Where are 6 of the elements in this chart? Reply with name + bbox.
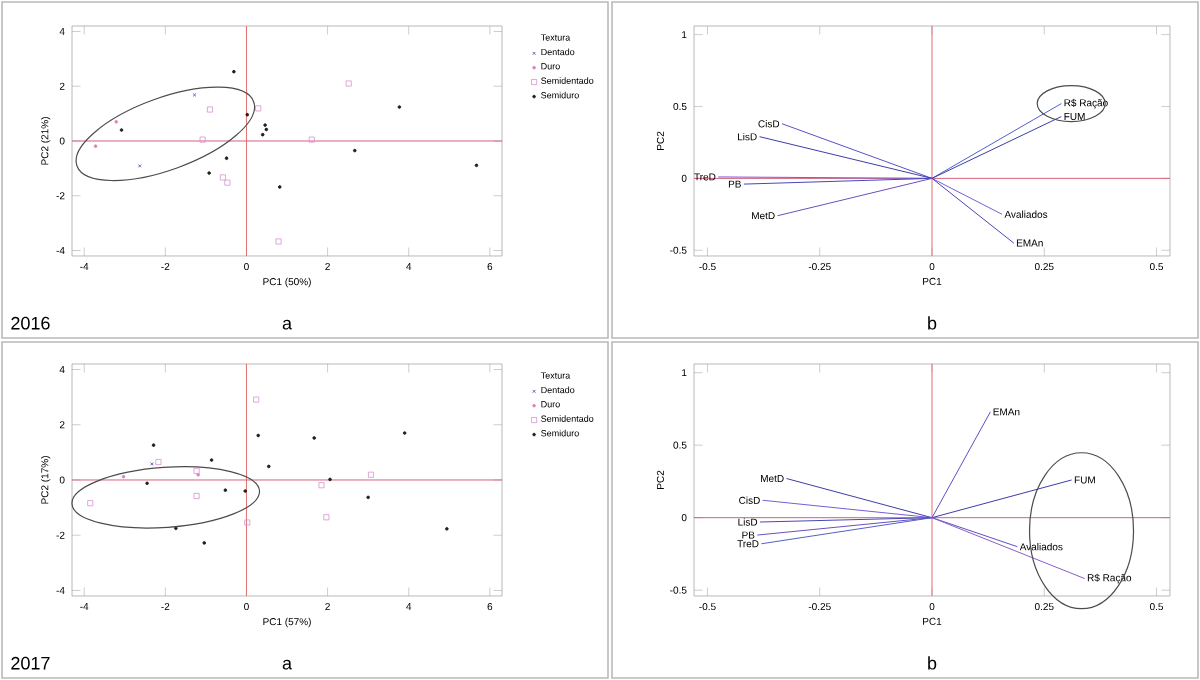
text: b xyxy=(928,316,937,330)
text: 2017 xyxy=(11,656,50,670)
text: a xyxy=(282,659,293,670)
text: 2016 xyxy=(11,316,50,330)
text: b xyxy=(928,656,937,670)
text: a xyxy=(282,319,293,330)
